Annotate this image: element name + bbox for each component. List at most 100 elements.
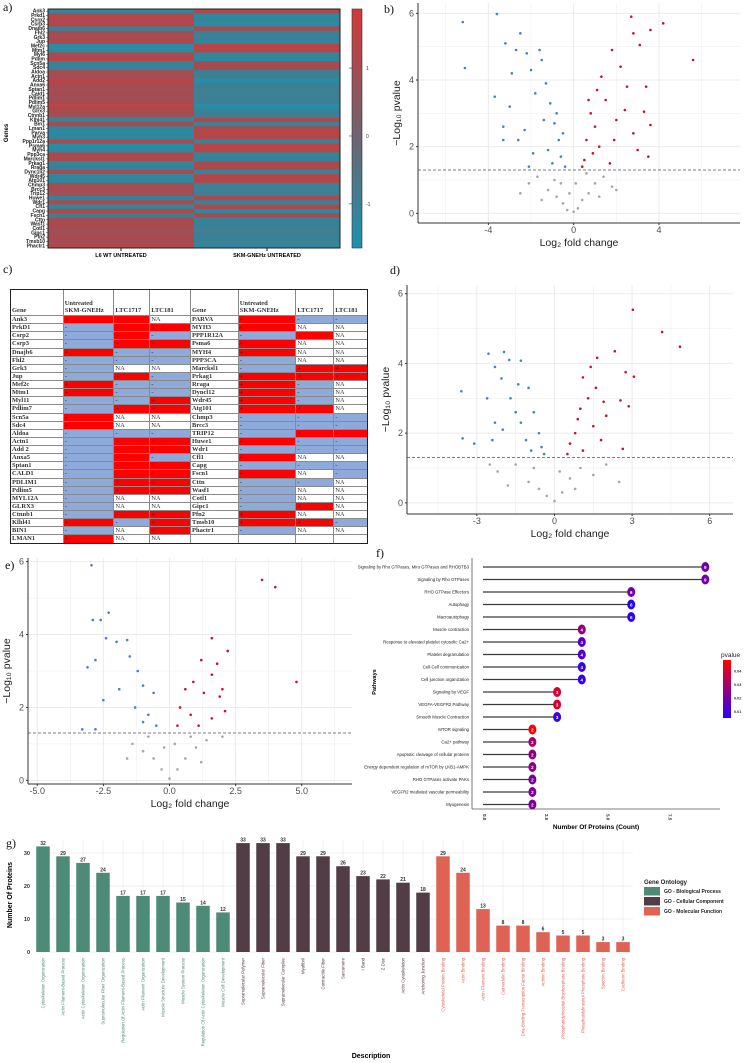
- bar: [336, 866, 350, 952]
- category-label: Actin Filament Organization: [141, 957, 146, 1010]
- heatmap-cell: [194, 230, 340, 236]
- expression-cell: -: [237, 478, 296, 486]
- lollipop-point: [528, 762, 537, 772]
- heatmap-cell: [48, 152, 194, 158]
- gene-cell: PARVA: [189, 316, 238, 324]
- gene-cell: PDLIM1: [12, 478, 37, 486]
- point-downregulated: [510, 72, 514, 75]
- gene-cell: Tmsb10: [189, 519, 238, 527]
- point-downregulated: [544, 82, 548, 85]
- bar-value-label: 17: [120, 890, 126, 896]
- category-label: Actinin Binding: [541, 957, 546, 986]
- point-downregulated: [152, 691, 155, 695]
- y-axis-title: −Log₁₀ pvalue: [391, 80, 403, 146]
- heatmap-cell: [48, 126, 194, 131]
- point-upregulated: [202, 691, 206, 695]
- category-label: Phosphatidylinositol Bisphosphate Bindin…: [561, 957, 566, 1038]
- x-tick-label: 0.0: [482, 814, 487, 821]
- gene-cell: Add 2: [12, 446, 29, 453]
- expression-cell: -: [62, 429, 114, 437]
- heatmap-cell: [48, 22, 194, 27]
- y-tick-label: 2: [19, 702, 24, 712]
- gene-label: Chmp3: [28, 183, 45, 189]
- heatmap-cell: [194, 87, 340, 92]
- point-not-significant: [593, 182, 597, 185]
- heatmap-cell: [194, 217, 340, 223]
- expression-cell: NA: [333, 454, 367, 462]
- y-axis-title: −Log₁₀ pvalue: [1, 638, 13, 704]
- gene-label: Phactr1: [27, 243, 46, 249]
- table-row: CALD1- + + Fscn1 + NA -: [11, 469, 367, 478]
- table-header: Gene Untreated SKM-GNEHz LTC1717 LTC181 G…: [11, 290, 367, 315]
- point-downregulated: [519, 421, 523, 424]
- count-label: 6: [630, 590, 633, 595]
- bar-value-label: 27: [80, 857, 86, 863]
- gene-label: Bin1: [34, 122, 45, 128]
- point-upregulated: [632, 132, 635, 135]
- y-tick-label: 4: [398, 358, 403, 368]
- heatmap-cell: [48, 121, 194, 127]
- point-upregulated: [568, 442, 572, 445]
- point-upregulated: [632, 375, 636, 378]
- table-row: Pdlim5- + + Wasf1- NA NA: [11, 485, 367, 494]
- bar-value-label: 3: [602, 937, 605, 943]
- x-tick-label: -2.5: [96, 786, 112, 796]
- bar: [276, 843, 290, 952]
- y-axis-title: Pathways: [372, 669, 378, 694]
- heatmap-cell: [194, 74, 340, 79]
- lollipop-point: [627, 612, 636, 622]
- bar-value-label: 21: [400, 877, 406, 883]
- point-upregulated: [627, 404, 631, 408]
- lollipop-point: [577, 674, 586, 685]
- expression-cell: -: [113, 389, 150, 397]
- pathway-label: Response to elevated platelet cytosolic …: [383, 640, 469, 645]
- count-label: 2: [531, 740, 534, 745]
- y-tick-label: 6: [398, 289, 403, 299]
- bar-value-label: 13: [480, 904, 486, 910]
- point-not-significant: [591, 473, 595, 477]
- count-label: 2: [531, 752, 534, 757]
- category-label: Sarcomere: [341, 957, 346, 979]
- point-downregulated: [99, 618, 103, 622]
- heatmap-cell: [48, 113, 194, 118]
- lollipop-point: [528, 737, 537, 747]
- expression-cell: +: [237, 324, 296, 332]
- gene-cell: MYH4: [189, 348, 238, 356]
- heatmap-cell: [48, 156, 194, 162]
- gene-label: Dync1li2: [24, 169, 45, 175]
- heatmap-cell: [194, 52, 340, 58]
- table-row: PrkD1- + + MYH3 + NA NA: [11, 323, 367, 332]
- expression-cell: +: [237, 397, 296, 405]
- gene-label: Cald1: [31, 91, 45, 97]
- x-tick-label: -4: [484, 225, 492, 235]
- gene-label: Fscn1: [31, 213, 46, 219]
- expression-cell: NA: [295, 348, 334, 356]
- column-label: SKM-GNEHz UNTREATED: [233, 253, 301, 259]
- heatmap-cell: [48, 9, 194, 14]
- point-upregulated: [632, 32, 635, 35]
- gene-cell: Atg101: [189, 405, 238, 413]
- point-downregulated: [508, 105, 511, 108]
- point-upregulated: [610, 48, 614, 52]
- point-not-significant: [604, 463, 608, 466]
- bar-value-label: 6: [542, 927, 545, 933]
- heatmap-cell: [194, 82, 340, 88]
- expression-cell: +: [237, 470, 296, 478]
- lollipop-point: [528, 724, 537, 735]
- gene-label: Lman1: [29, 126, 45, 132]
- pathway-label: Ca2+ pathway: [441, 740, 469, 745]
- header-untreated-line1: Untreated: [64, 300, 93, 307]
- colorbar-tick-label: -1: [366, 202, 371, 208]
- legend-title: Gene Ontology: [644, 880, 688, 886]
- x-tick-label: 3: [630, 516, 635, 526]
- expression-cell: -: [113, 397, 150, 405]
- heatmap-cell: [48, 195, 194, 201]
- gene-cell: Csrp2: [12, 332, 29, 340]
- gene-label: Wdr1: [33, 200, 46, 206]
- point-not-significant: [615, 188, 618, 192]
- pathway-label: MTOR signaling: [438, 727, 469, 732]
- point-upregulated: [644, 85, 648, 88]
- point-upregulated: [631, 308, 635, 312]
- heatmap-cell: [194, 121, 340, 127]
- expression-cell: +: [237, 519, 296, 527]
